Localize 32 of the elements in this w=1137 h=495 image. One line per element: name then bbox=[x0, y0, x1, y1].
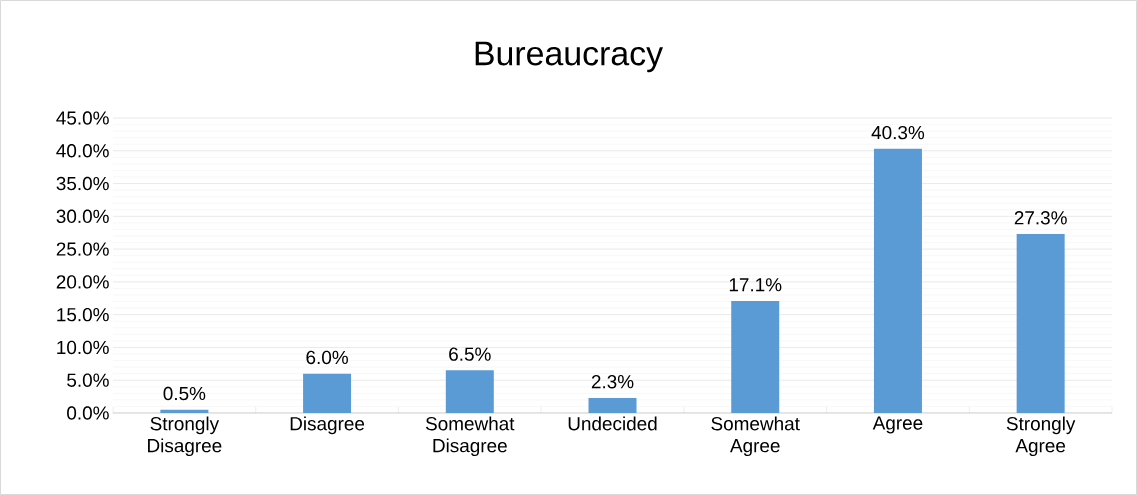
bar bbox=[445, 370, 494, 413]
data-label: 17.1% bbox=[729, 278, 782, 292]
data-label: 6.5% bbox=[449, 347, 491, 361]
bar bbox=[731, 300, 780, 413]
bar bbox=[160, 409, 209, 413]
y-tick-label: 25.0% bbox=[56, 242, 109, 256]
x-tick-label: Disagree bbox=[290, 416, 365, 435]
data-label: 0.5% bbox=[163, 386, 206, 401]
y-tick-label: 45.0% bbox=[56, 111, 109, 125]
bar bbox=[1016, 234, 1065, 413]
data-label: 2.3% bbox=[591, 374, 634, 389]
data-label: 40.3% bbox=[871, 125, 925, 140]
x-tick-label: Somewhat Disagree bbox=[425, 416, 515, 457]
y-tick-label: 5.0% bbox=[67, 373, 109, 387]
bar bbox=[588, 397, 637, 413]
y-tick-label: 15.0% bbox=[57, 307, 109, 322]
x-tick-label: Agree bbox=[872, 416, 923, 434]
y-tick-label: 20.0% bbox=[56, 275, 109, 289]
x-tick-label: Strongly Disagree bbox=[148, 416, 222, 457]
x-tick-label: Undecided bbox=[568, 416, 657, 431]
bar bbox=[873, 148, 922, 413]
data-label: 6.0% bbox=[306, 350, 348, 365]
y-tick-label: 35.0% bbox=[56, 176, 109, 191]
y-tick-label: 30.0% bbox=[56, 209, 109, 224]
chart-title: Bureaucracy bbox=[475, 41, 663, 73]
x-tick-label: Somewhat Agree bbox=[711, 416, 800, 457]
y-tick-label: 40.0% bbox=[56, 144, 109, 158]
y-tick-label: 0.0% bbox=[67, 406, 109, 420]
bar bbox=[303, 373, 352, 413]
y-tick-label: 10.0% bbox=[57, 340, 109, 355]
data-label: 27.3% bbox=[1014, 211, 1067, 225]
x-tick-label: Strongly Agree bbox=[1006, 416, 1076, 457]
